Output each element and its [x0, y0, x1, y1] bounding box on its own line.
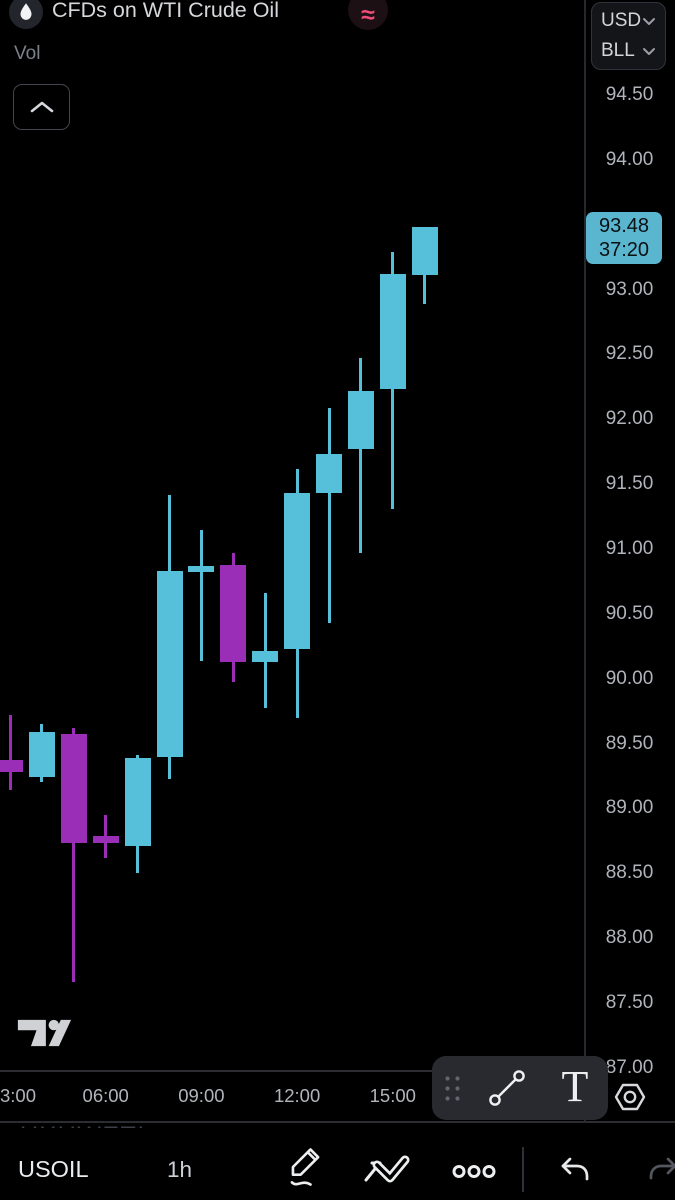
candle-body: [252, 651, 279, 662]
price-tick-label: 88.50: [605, 862, 654, 884]
candle-body: [92, 835, 119, 844]
volume-pane-label: Vol: [14, 43, 41, 64]
candle-body: [0, 760, 23, 773]
chart-canvas[interactable]: [0, 0, 584, 1070]
settings-gear-icon[interactable]: [613, 1081, 647, 1118]
currency-unit-box: USD BLL: [591, 2, 666, 70]
trendline-tool-icon[interactable]: [485, 1066, 529, 1115]
candle-body: [411, 227, 438, 276]
unit-dropdown[interactable]: BLL: [592, 40, 665, 62]
candle-body: [28, 731, 55, 778]
candle-body: [188, 565, 215, 573]
candle-body: [316, 454, 342, 494]
time-tick-label: 09:00: [178, 1085, 225, 1106]
bottom-toolbar: USOIL 1h: [0, 1128, 675, 1200]
chevron-down-icon: [643, 47, 655, 55]
candle-body: [347, 390, 374, 450]
price-tick-label: 90.50: [605, 602, 654, 624]
candle-body: [284, 493, 311, 649]
price-tick-label: 87.50: [605, 991, 654, 1013]
candle-wick: [8, 715, 12, 791]
drag-handle-icon[interactable]: [444, 1075, 461, 1107]
water-drop-glyph: [20, 3, 32, 20]
price-axis-separator: [584, 0, 586, 1122]
time-axis[interactable]: 3:00 06:00 09:00 12:00 15:00: [0, 1070, 584, 1122]
candle-wick: [359, 358, 363, 553]
candle-body: [220, 564, 247, 662]
draw-pencil-icon[interactable]: [286, 1144, 324, 1195]
candle-body: [156, 571, 183, 757]
currency-value: USD: [601, 10, 642, 31]
price-tick-label: 89.50: [605, 732, 654, 754]
redo-icon[interactable]: [644, 1155, 675, 1190]
chevron-up-icon: [30, 101, 53, 113]
candle-body: [379, 274, 406, 390]
price-tick-label: 92.00: [605, 408, 654, 430]
unit-value: BLL: [601, 40, 635, 61]
current-price-label[interactable]: 93.48 37:20: [586, 212, 662, 264]
tradingview-logo-icon[interactable]: [16, 1016, 72, 1055]
collapse-pane-button[interactable]: [13, 84, 70, 130]
indicators-icon[interactable]: [360, 1150, 412, 1193]
price-tick-label: 94.00: [605, 148, 654, 170]
time-tick-label: 15:00: [369, 1085, 416, 1106]
undo-icon[interactable]: [556, 1153, 592, 1190]
currency-dropdown[interactable]: USD: [592, 10, 665, 32]
price-tick-label: 91.50: [605, 473, 654, 495]
time-axis-separator: [0, 1070, 584, 1072]
oil-drop-icon: [9, 0, 43, 29]
bar-countdown: 37:20: [598, 239, 650, 261]
bottom-sheet-separator: [0, 1121, 675, 1123]
toolbar-divider: [522, 1147, 524, 1192]
floating-toolbar: T: [432, 1056, 608, 1120]
candle-wick: [72, 727, 76, 983]
candle-body: [60, 734, 87, 844]
time-tick-label: 06:00: [82, 1085, 129, 1106]
candle-wick: [327, 407, 331, 623]
price-tick-label: 88.00: [605, 927, 654, 948]
price-tick-label: 90.00: [605, 667, 654, 689]
candle-body: [124, 757, 151, 846]
chevron-down-icon: [643, 17, 655, 25]
price-axis[interactable]: 93.48 37:20 94.50 94.00 93.00 92.50 92.00 91.…: [584, 0, 675, 1122]
price-tick-label: 93.00: [605, 278, 654, 300]
price-tick-label: 91.00: [605, 537, 654, 559]
price-tick-label: 89.00: [605, 797, 654, 819]
candle-wick: [199, 529, 203, 661]
symbol-title[interactable]: CFDs on WTI Crude Oil: [52, 0, 279, 22]
price-tick-label: 87.00: [605, 1056, 654, 1078]
candle-wick: [263, 593, 267, 709]
price-tick-label: 94.50: [605, 84, 654, 105]
interval-button[interactable]: 1h: [167, 1157, 193, 1182]
text-tool-icon[interactable]: T: [561, 1062, 589, 1111]
approx-glyph: ≈: [361, 1, 375, 29]
time-tick-label: 12:00: [273, 1085, 321, 1106]
more-options-icon[interactable]: [452, 1163, 496, 1185]
time-tick-label: 3:00: [0, 1085, 36, 1106]
current-price-value: 93.48: [598, 215, 650, 237]
price-tick-label: 92.50: [605, 343, 654, 365]
symbol-button[interactable]: USOIL: [18, 1156, 89, 1182]
